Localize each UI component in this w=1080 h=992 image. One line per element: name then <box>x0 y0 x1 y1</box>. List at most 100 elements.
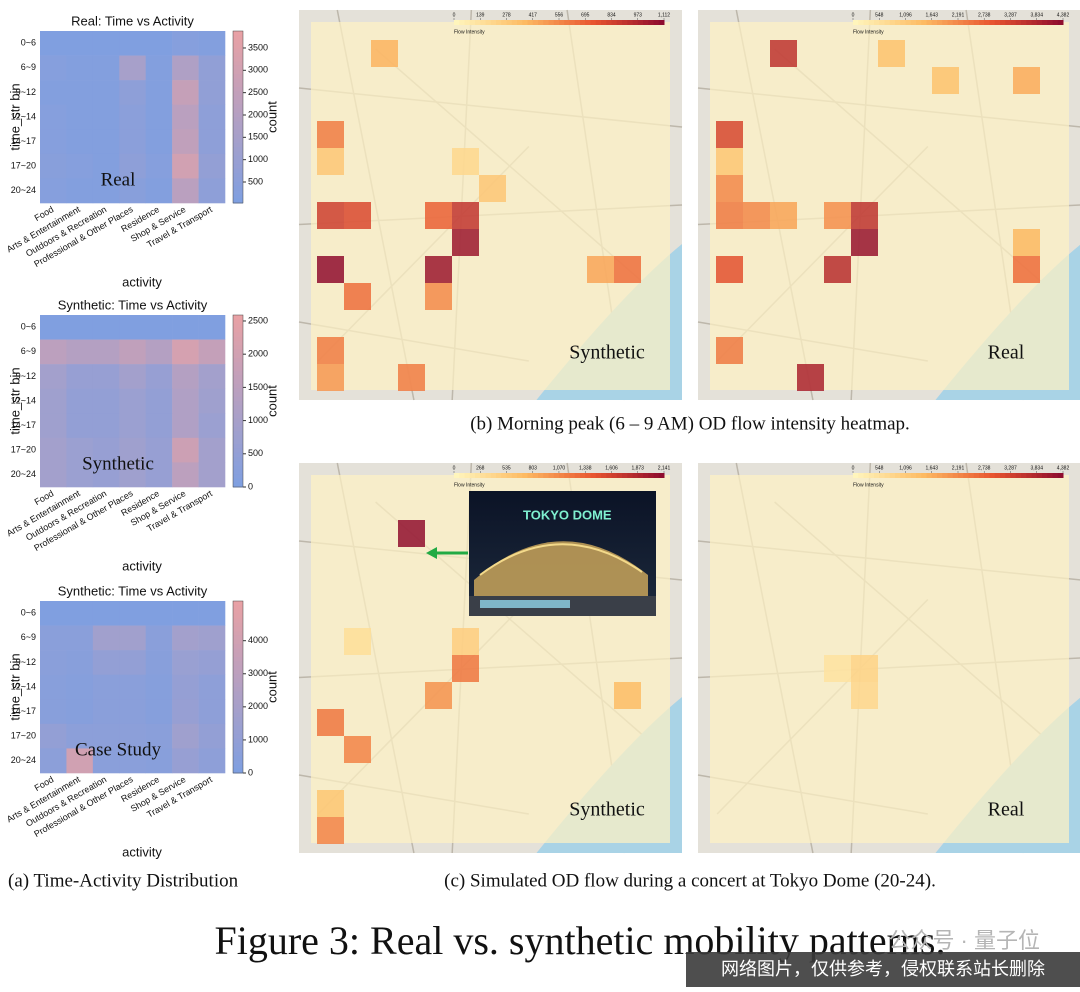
colorbar-step <box>233 635 243 641</box>
colorbar-step <box>233 721 243 727</box>
colorbar-step <box>233 185 243 191</box>
colorbar-step <box>233 734 243 740</box>
heatmap-cell <box>66 413 94 439</box>
overlay-label: Case Study <box>75 739 162 760</box>
colorbar-step <box>233 388 243 393</box>
colorbar-step <box>1026 473 1032 478</box>
heatmap-cell <box>92 55 120 81</box>
overlay-label: Synthetic <box>569 799 645 821</box>
colorbar-tick-label: 4,382 <box>1057 12 1070 18</box>
panel-title: Real: Time vs Activity <box>71 13 194 28</box>
colorbar-step <box>233 678 243 684</box>
colorbar-step <box>585 20 591 25</box>
heatmap-cell <box>119 178 147 204</box>
heatmap-cell <box>198 601 226 626</box>
colorbar-step <box>973 20 980 25</box>
flow-cell <box>317 256 344 283</box>
colorbar-step <box>233 656 243 662</box>
colorbar-tick-label: 3,834 <box>1030 12 1043 18</box>
heatmap-cell <box>119 315 147 340</box>
colorbar-step <box>921 20 927 25</box>
colorbar-step <box>454 20 460 25</box>
flow-cell <box>614 682 641 709</box>
colorbar-step <box>233 392 243 398</box>
colorbar-step <box>643 473 649 478</box>
colorbar-step <box>1052 20 1059 25</box>
colorbar-step <box>585 473 591 478</box>
colorbar-tick-label: 500 <box>248 176 263 186</box>
colorbar-step <box>574 473 581 478</box>
colorbar-step <box>989 473 996 478</box>
colorbar-step <box>1015 20 1022 25</box>
heatmap-cell <box>145 153 173 179</box>
colorbar-step <box>1047 473 1053 478</box>
colorbar-step <box>233 461 243 466</box>
colorbar-step <box>233 340 243 346</box>
flow-cell <box>317 202 344 229</box>
colorbar-frame <box>232 30 244 204</box>
colorbar-step <box>233 482 243 488</box>
heatmap-cell <box>119 388 147 414</box>
y-axis-label: time_str bin <box>7 83 22 150</box>
colorbar-tick-label: 1,873 <box>631 465 644 471</box>
caption-b: (b) Morning peak (6 – 9 AM) OD flow inte… <box>470 413 910 434</box>
heatmap-cell <box>119 104 147 130</box>
colorbar-step <box>1057 473 1064 478</box>
colorbar-step <box>910 473 917 478</box>
heatmap-cell <box>119 625 147 651</box>
colorbar-label: count <box>264 385 279 417</box>
colorbar-step <box>858 473 864 478</box>
heatmap-cell <box>198 748 226 774</box>
heatmap-cell <box>92 315 120 340</box>
colorbar-step <box>1031 20 1038 25</box>
heatmap-cell <box>40 55 67 81</box>
colorbar-step <box>233 151 243 157</box>
colorbar-step <box>233 768 243 774</box>
colorbar-step <box>233 409 243 415</box>
panel-title: Synthetic: Time vs Activity <box>58 297 208 312</box>
colorbar-tick-label: 278 <box>502 12 511 18</box>
colorbar-step <box>233 383 243 389</box>
colorbar-step <box>233 435 243 441</box>
colorbar-step <box>233 742 243 748</box>
heatmap-cell <box>40 674 67 700</box>
colorbar-step <box>233 121 243 127</box>
heatmap-cell <box>172 315 199 340</box>
heatmap-cell <box>119 674 147 700</box>
y-tick-label: 9~12 <box>16 657 36 667</box>
colorbar-step <box>522 20 528 25</box>
colorbar-step <box>233 82 243 88</box>
colorbar-step <box>233 198 243 204</box>
colorbar-step <box>984 473 990 478</box>
colorbar-step <box>1036 20 1043 25</box>
flow-cell <box>716 256 743 283</box>
flow-cell <box>398 364 425 391</box>
arrow <box>426 547 468 559</box>
colorbar-step <box>233 164 243 170</box>
heatmap-cell <box>145 437 173 463</box>
colorbar-step <box>485 20 492 25</box>
y-tick-label: 14~17 <box>11 136 36 146</box>
y-tick-label: 20~24 <box>11 469 36 479</box>
heatmap-cell <box>92 364 120 390</box>
heatmap-cell <box>145 674 173 700</box>
flow-cell <box>344 283 371 310</box>
colorbar-step <box>233 61 243 66</box>
heatmap-cell <box>66 364 94 390</box>
colorbar-step <box>233 78 243 84</box>
flow-cell <box>743 202 770 229</box>
heatmap-cell <box>119 55 147 81</box>
heatmap-cell <box>40 601 67 626</box>
colorbar-step <box>233 117 243 122</box>
heatmap-cell <box>40 178 67 204</box>
colorbar-step <box>464 20 471 25</box>
colorbar-step <box>233 181 243 187</box>
flow-cell <box>716 175 743 202</box>
colorbar-step <box>1026 20 1032 25</box>
colorbar-step <box>496 20 502 25</box>
flow-cell <box>425 202 452 229</box>
flow-cell <box>344 628 371 655</box>
colorbar-step <box>973 473 980 478</box>
colorbar-step <box>658 20 665 25</box>
heatmap-cell <box>40 104 67 130</box>
